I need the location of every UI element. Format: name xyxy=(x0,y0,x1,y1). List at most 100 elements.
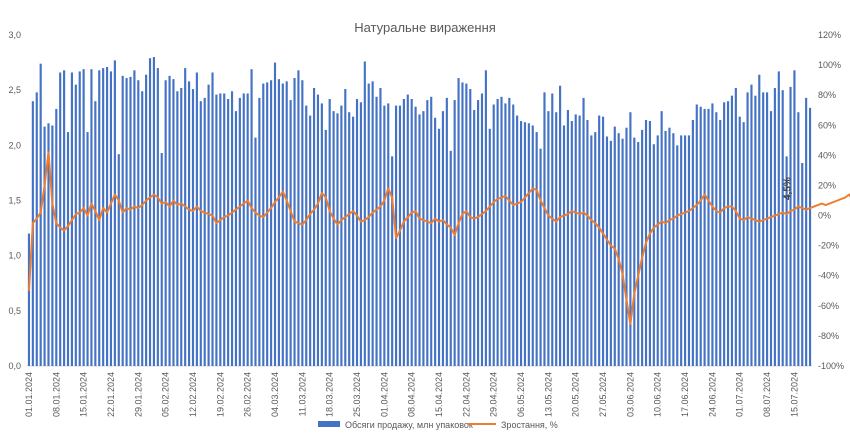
bar xyxy=(445,97,448,366)
bar xyxy=(254,137,257,366)
bar xyxy=(312,87,316,367)
x-tick-label: 03.06.2024 xyxy=(625,372,635,417)
x-tick-label: 06.05.2024 xyxy=(516,372,526,417)
y-left-tick-label: 0,0 xyxy=(8,361,21,371)
bar xyxy=(707,108,710,367)
x-tick-label: 01.01.2024 xyxy=(24,372,34,417)
bar xyxy=(391,156,394,366)
bar xyxy=(699,106,702,366)
bar xyxy=(684,135,687,366)
plot-area xyxy=(27,57,850,367)
bar xyxy=(523,122,527,366)
bar xyxy=(117,154,120,366)
y-right-tick-label: -80% xyxy=(818,331,839,341)
bar xyxy=(195,72,198,366)
bar xyxy=(324,129,327,366)
bar xyxy=(633,137,636,366)
bar xyxy=(691,119,694,367)
bar xyxy=(387,103,390,366)
bar xyxy=(262,83,265,367)
bar xyxy=(199,101,202,366)
bar xyxy=(734,87,737,367)
bar xyxy=(613,126,616,366)
bar xyxy=(348,112,351,366)
bar xyxy=(375,96,378,366)
bar xyxy=(719,119,722,367)
bar xyxy=(133,70,136,366)
bar xyxy=(145,74,148,366)
bar xyxy=(406,94,409,366)
bar xyxy=(582,97,585,366)
bar xyxy=(441,111,445,366)
x-tick-label: 22.01.2024 xyxy=(106,372,116,417)
bar xyxy=(641,129,644,366)
bar xyxy=(82,69,85,366)
bar xyxy=(344,89,347,366)
bar xyxy=(527,123,530,367)
bar xyxy=(336,113,339,366)
y-left-tick-label: 1,5 xyxy=(8,196,21,206)
bar xyxy=(621,138,624,366)
bar xyxy=(219,93,222,366)
bar xyxy=(328,98,331,367)
bar xyxy=(598,115,601,366)
bar xyxy=(281,83,284,367)
bar xyxy=(492,104,495,366)
bar xyxy=(121,75,124,366)
bar xyxy=(695,104,698,366)
bar xyxy=(426,100,429,366)
bar xyxy=(488,128,491,366)
bar xyxy=(687,135,691,366)
bar xyxy=(805,97,808,366)
bar xyxy=(609,140,612,366)
bar xyxy=(648,121,651,366)
x-tick-label: 11.03.2024 xyxy=(297,372,307,416)
y-right-tick-label: -100% xyxy=(818,361,844,371)
bar xyxy=(797,112,800,366)
bar xyxy=(676,145,679,366)
growth-annotation: 4,5% xyxy=(783,177,794,200)
bar xyxy=(625,127,628,367)
y-right-tick-label: 120% xyxy=(818,30,841,40)
x-tick-label: 08.01.2024 xyxy=(51,372,61,417)
bar xyxy=(484,70,487,366)
bar xyxy=(465,83,468,367)
bar xyxy=(340,105,343,367)
bar xyxy=(223,93,226,366)
bar xyxy=(359,102,362,367)
bar xyxy=(801,162,804,366)
bar xyxy=(480,93,484,366)
legend: Обсяги продажу, млн упаковок Зростання, … xyxy=(318,420,558,430)
bar xyxy=(125,78,128,366)
bar xyxy=(808,107,812,366)
bar xyxy=(289,100,292,366)
bar xyxy=(418,114,421,366)
bar xyxy=(516,115,519,366)
legend-swatch-volume xyxy=(318,421,340,427)
bar xyxy=(535,132,538,366)
bar xyxy=(39,63,42,366)
bar xyxy=(574,114,577,366)
bar xyxy=(207,84,210,367)
bar xyxy=(227,98,230,367)
bar xyxy=(629,112,632,366)
x-tick-label: 29.01.2024 xyxy=(133,372,143,417)
bar xyxy=(309,115,312,366)
bar xyxy=(160,153,163,366)
bar xyxy=(176,91,179,367)
bar xyxy=(102,68,105,366)
bar xyxy=(188,81,191,366)
bar xyxy=(148,58,152,367)
bar xyxy=(285,81,288,366)
x-tick-label: 13.05.2024 xyxy=(543,372,553,417)
bar xyxy=(754,95,757,367)
bar xyxy=(508,97,511,366)
bar xyxy=(211,72,214,366)
bar xyxy=(398,105,402,367)
x-tick-label: 15.07.2024 xyxy=(789,372,799,417)
bar xyxy=(250,69,253,366)
y-left-tick-label: 0,5 xyxy=(8,306,21,316)
bar xyxy=(496,98,499,367)
bar xyxy=(750,84,753,367)
y-right-tick-label: 60% xyxy=(818,120,836,130)
